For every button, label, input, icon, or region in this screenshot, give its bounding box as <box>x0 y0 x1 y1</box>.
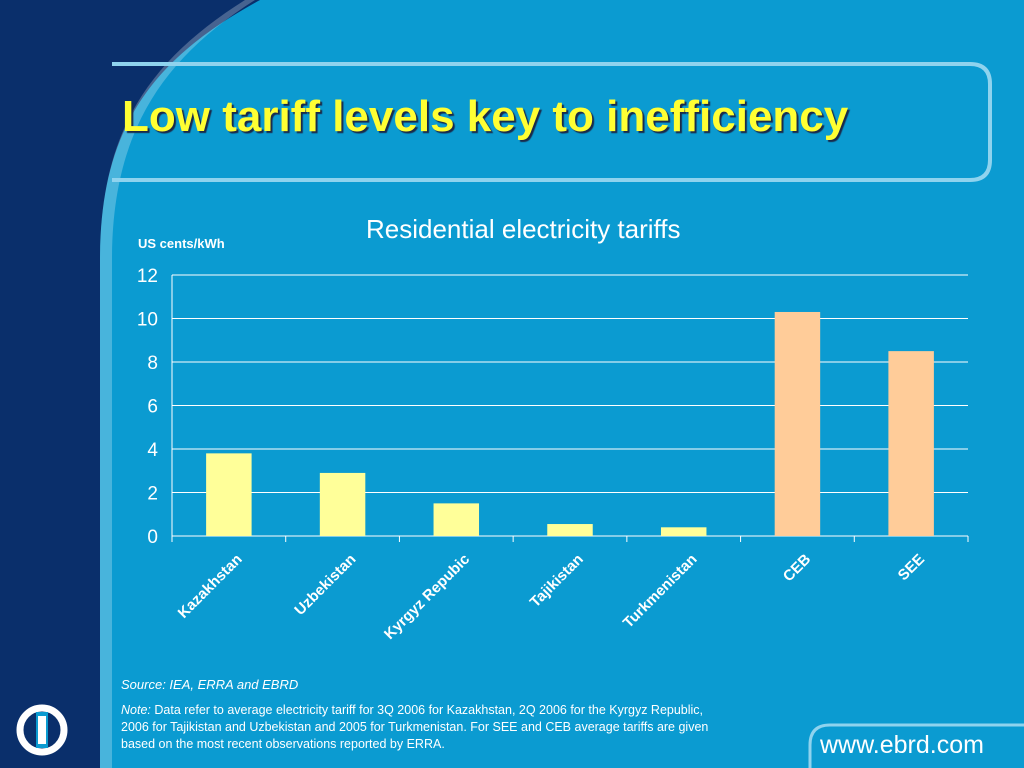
note-text: Note: Data refer to average electricity … <box>121 702 721 753</box>
y-tick-label: 12 <box>137 266 158 287</box>
source-text: Source: IEA, ERRA and EBRD <box>121 677 299 692</box>
bar-turkmenistan <box>660 527 707 536</box>
bar-uzbekistan <box>319 472 366 536</box>
y-tick-label: 6 <box>147 397 158 418</box>
footer-frame <box>808 723 1024 768</box>
x-tick-label: SEE <box>895 551 928 584</box>
y-tick-label: 8 <box>147 353 158 374</box>
left-swoosh <box>0 0 260 768</box>
x-tick-label: Turkmenistan <box>620 551 701 632</box>
x-tick-label: Uzbekistan <box>291 551 359 619</box>
x-tick-label: CEB <box>780 551 815 586</box>
gridlines <box>171 274 969 542</box>
note-body: Data refer to average electricity tariff… <box>121 703 709 751</box>
bar-ceb <box>774 311 821 536</box>
y-tick-label: 2 <box>147 484 158 505</box>
y-tick-label: 4 <box>147 440 158 461</box>
bars <box>206 311 934 536</box>
bar-tajikistan <box>547 524 593 536</box>
ebrd-logo-icon <box>16 704 68 756</box>
bar-chart: 0 2 4 6 8 10 12 Kazakhstan Uzbekistan Kyrgyz Rep… <box>137 266 969 643</box>
x-tick-label: Kazakhstan <box>175 551 246 622</box>
slide-title: Low tariff levels key to inefficiency <box>122 92 849 141</box>
bar-kazakhstan <box>206 453 252 536</box>
y-tick-label: 0 <box>147 527 158 548</box>
note-label: Note: <box>121 703 151 717</box>
chart-title: Residential electricity tariffs <box>366 214 681 244</box>
y-axis-unit-label: US cents/kWh <box>138 236 225 251</box>
title-frame <box>112 62 992 182</box>
x-tick-labels: Kazakhstan Uzbekistan Kyrgyz Repubic Tajiki… <box>175 551 928 643</box>
y-tick-labels: 0 2 4 6 8 10 12 <box>137 266 159 548</box>
website-url[interactable]: www.ebrd.com <box>820 731 984 759</box>
x-tick-label: Tajikistan <box>527 551 587 611</box>
bar-see <box>888 351 934 536</box>
y-tick-label: 10 <box>137 310 158 331</box>
bar-kyrgyz-repubic <box>433 503 480 536</box>
x-tick-label: Kyrgyz Repubic <box>381 551 473 643</box>
